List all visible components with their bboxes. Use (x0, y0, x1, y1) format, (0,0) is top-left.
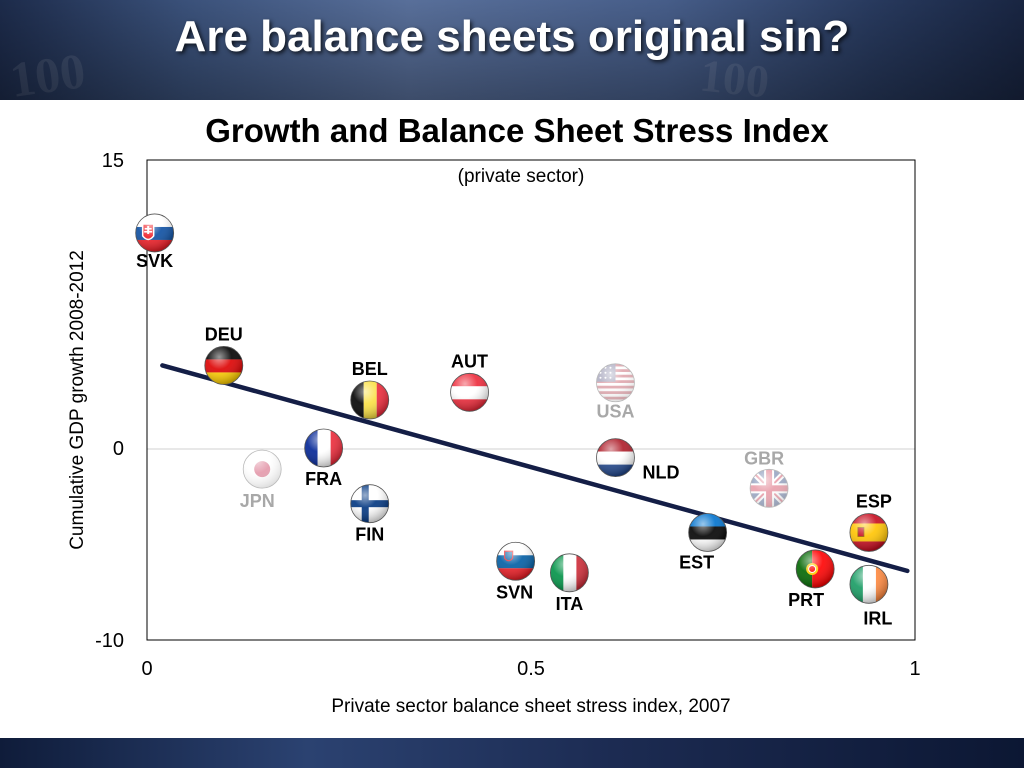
title-banner: 100 100 Are balance sheets original sin? (0, 0, 1024, 100)
y-axis-label: Cumulative GDP growth 2008-2012 (67, 250, 88, 550)
bel-flag-icon (350, 380, 390, 420)
point-label: BEL (352, 359, 388, 379)
chart-title: Growth and Balance Sheet Stress Index (205, 112, 829, 149)
footer-bar (0, 738, 1024, 768)
plot-frame (146, 159, 916, 641)
point-ita: ITA (550, 553, 589, 614)
fra-flag-icon (304, 428, 344, 468)
banner-shade (0, 0, 1024, 100)
trend-line (160, 363, 910, 574)
chart-subtitle: (private sector) (458, 166, 585, 187)
point-label: SVK (136, 251, 173, 271)
point-label: EST (679, 552, 714, 572)
point-label: FRA (305, 469, 342, 489)
point-deu: DEU (204, 324, 244, 385)
point-label: USA (596, 402, 634, 422)
x-tick-label: 0.5 (517, 658, 545, 680)
point-label: DEU (205, 324, 243, 344)
point-label: SVN (496, 582, 533, 602)
point-prt: PRT (788, 549, 835, 610)
x-tick-label: 1 (909, 658, 920, 680)
svn-flag-icon (496, 541, 536, 581)
point-svn: SVN (496, 541, 536, 602)
point-bel: BEL (350, 359, 390, 420)
irl-flag-icon (849, 564, 889, 604)
prt-flag-icon (795, 549, 835, 589)
x-axis-label: Private sector balance sheet stress inde… (331, 696, 730, 717)
point-label: FIN (355, 525, 384, 545)
x-tick-label: 0 (141, 658, 152, 680)
point-svk: SVK (135, 213, 175, 271)
point-irl: IRL (849, 564, 892, 628)
point-usa: USA (596, 363, 635, 422)
jpn-flag-icon (242, 449, 282, 489)
point-aut: AUT (450, 351, 489, 412)
point-jpn: JPN (240, 449, 282, 511)
ita-flag-icon (550, 553, 589, 593)
aut-flag-icon (450, 372, 489, 412)
point-label: AUT (451, 351, 488, 371)
point-label: JPN (240, 491, 275, 511)
y-tick-label: -10 (95, 630, 124, 652)
point-gbr: GBR (744, 448, 789, 508)
point-fra: FRA (304, 428, 344, 489)
deu-flag-icon (204, 346, 244, 385)
slide-title: Are balance sheets original sin? (174, 12, 850, 61)
point-label: NLD (642, 463, 679, 483)
point-fin: FIN (350, 484, 390, 545)
point-est: EST (679, 513, 728, 572)
point-nld: NLD (596, 438, 679, 483)
y-tick-label: 0 (113, 438, 124, 460)
esp-flag-icon (849, 513, 889, 552)
point-label: ITA (556, 594, 584, 614)
point-label: ESP (856, 491, 892, 511)
fin-flag-icon (350, 484, 390, 524)
gbr-flag-icon (749, 468, 789, 508)
nld-flag-icon (596, 438, 635, 478)
point-esp: ESP (849, 491, 892, 552)
point-label: PRT (788, 590, 824, 610)
y-tick-label: 15 (102, 150, 124, 172)
svk-flag-icon (135, 213, 175, 253)
point-label: GBR (744, 448, 784, 468)
point-label: IRL (863, 608, 892, 628)
est-flag-icon (688, 513, 728, 552)
usa-flag-icon (596, 363, 635, 403)
